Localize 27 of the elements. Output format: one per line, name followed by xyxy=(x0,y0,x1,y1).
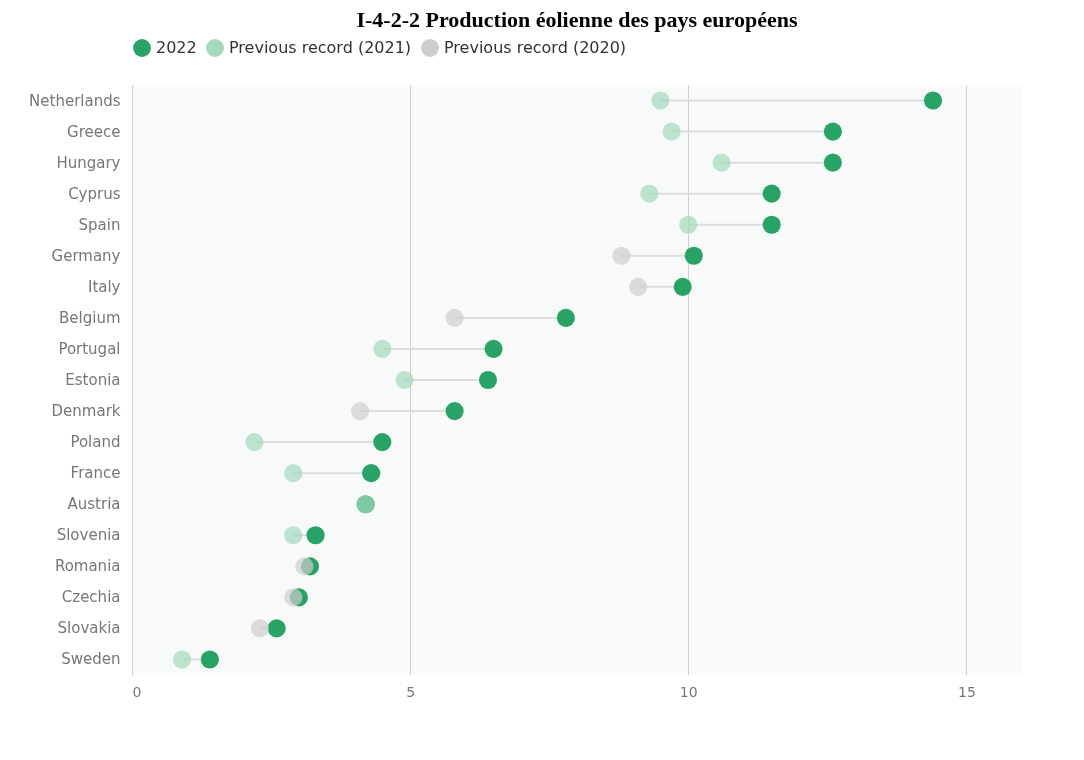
y-tick-label: Czechia xyxy=(61,588,121,607)
y-tick-label: Sweden xyxy=(61,650,121,669)
y-tick-label: Estonia xyxy=(65,371,121,389)
y-tick-label: Romania xyxy=(54,557,121,576)
x-tick-label: 5 xyxy=(406,683,416,700)
y-tick-label: Belgium xyxy=(59,308,121,327)
x-tick-label: 0 xyxy=(132,683,142,700)
x-tick-label: 10 xyxy=(679,683,698,700)
y-tick-label: Germany xyxy=(51,246,121,265)
y-tick-label: Hungary xyxy=(56,153,121,172)
y-tick-label: France xyxy=(70,464,121,483)
legend-label: Previous record (2020) xyxy=(444,38,627,58)
y-tick-label: Portugal xyxy=(58,339,121,358)
y-tick-label: Netherlands xyxy=(29,91,121,110)
legend-label: 2022 xyxy=(156,38,197,58)
chart-title: I-4-2-2 Production éolienne des pays européens xyxy=(356,7,798,32)
y-tick-label: Italy xyxy=(87,277,121,296)
y-tick-label: Spain xyxy=(78,215,121,234)
y-tick-label: Greece xyxy=(67,122,121,141)
y-tick-label: Poland xyxy=(70,433,121,452)
x-tick-label: 15 xyxy=(957,683,976,700)
y-tick-label: Slovenia xyxy=(56,526,121,545)
legend-label: Previous record (2021) xyxy=(229,38,412,58)
y-tick-label: Cyprus xyxy=(68,184,121,203)
y-tick-label: Denmark xyxy=(51,402,121,421)
y-tick-label: Slovakia xyxy=(57,619,121,638)
y-tick-label: Austria xyxy=(67,495,121,514)
